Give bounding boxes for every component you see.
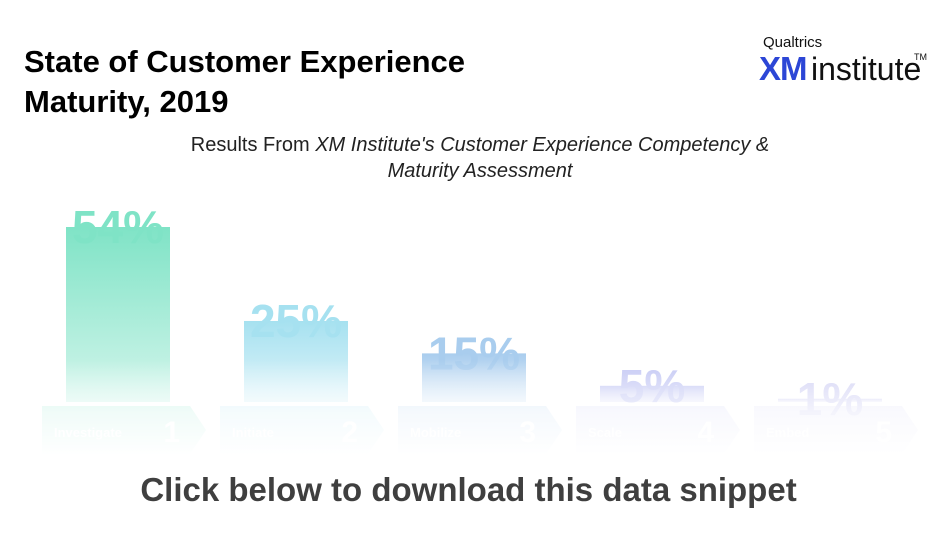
subtitle-prefix: Results From — [190, 134, 316, 156]
logo-trademark: TM — [914, 52, 927, 62]
value-label-initiate: 25% — [250, 295, 342, 347]
logo-qualtrics-text: Qualtrics — [763, 34, 823, 51]
page-title: State of Customer Experience Maturity, 2… — [24, 42, 544, 122]
logo-xm-text: XM — [759, 50, 807, 87]
title-line-2: Maturity, 2019 — [24, 84, 229, 119]
download-cta[interactable]: Click below to download this data snippe… — [140, 471, 797, 508]
maturity-bar-chart: 54%25%15%5%1% Investigate1Initiate2Mobil… — [0, 201, 937, 455]
subtitle-italic-1: XM Institute's Customer Experience Compe… — [315, 134, 770, 156]
chart-subtitle: Results From XM Institute's Customer Exp… — [140, 132, 820, 184]
logo-institute-text: institute — [811, 51, 922, 87]
title-line-1: State of Customer Experience — [24, 44, 466, 79]
xm-institute-logo: Qualtrics XM institute TM — [733, 30, 927, 90]
subtitle-italic-2: Maturity Assessment — [387, 160, 573, 182]
chart-fade-overlay — [0, 360, 937, 455]
value-label-investigate: 54% — [72, 201, 164, 253]
